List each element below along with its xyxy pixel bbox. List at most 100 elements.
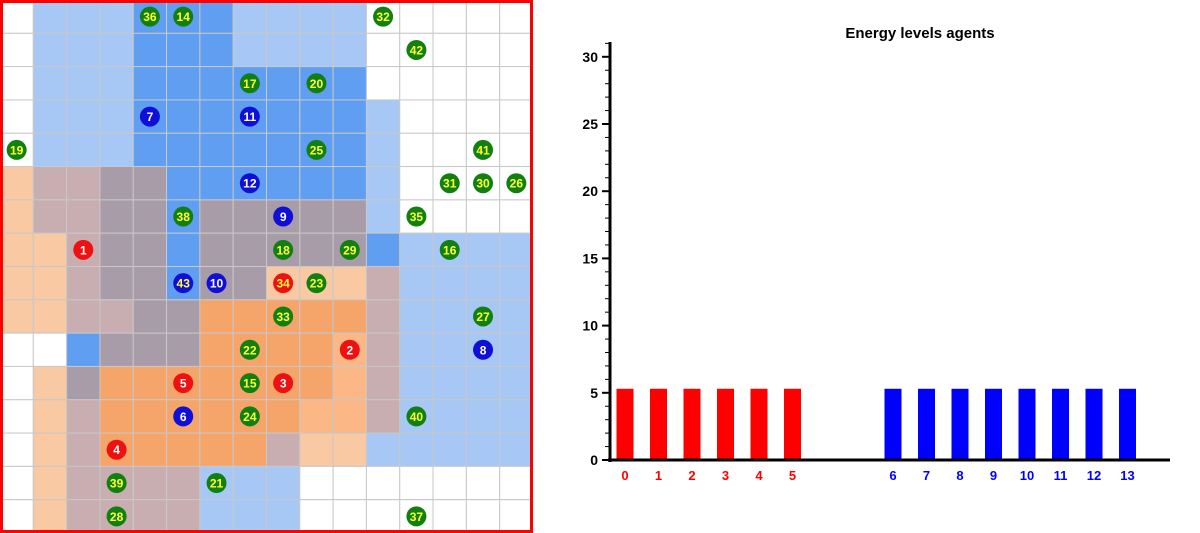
agent-2[interactable]: 2: [339, 339, 360, 360]
agent-marker: [306, 73, 327, 94]
agent-marker: [173, 6, 194, 27]
bar-agent-6: [884, 388, 902, 460]
grid-cell: [166, 299, 201, 334]
agent-37[interactable]: 37: [406, 506, 427, 527]
agent-label: 42: [410, 43, 424, 57]
agent-marker: [473, 139, 494, 160]
agent-16[interactable]: 16: [439, 239, 460, 260]
agent-label: 11: [244, 110, 257, 124]
agent-label: 5: [180, 377, 187, 391]
grid-cell: [465, 199, 501, 234]
agent-26[interactable]: 26: [506, 173, 527, 194]
grid-cell: [66, 332, 101, 367]
bar-agent-3: [717, 388, 734, 460]
grid-cell: [332, 199, 367, 234]
agent-marker: [406, 206, 427, 227]
agent-10[interactable]: 10: [206, 273, 227, 294]
agent-label: 36: [143, 10, 157, 24]
grid-cell: [232, 499, 267, 533]
agent-25[interactable]: 25: [306, 139, 327, 160]
grid-cell: [99, 199, 134, 234]
agent-36[interactable]: 36: [139, 6, 160, 27]
agent-21[interactable]: 21: [206, 473, 227, 494]
x-tick-label: 0: [621, 468, 628, 483]
agent-11[interactable]: 11: [239, 106, 260, 127]
grid-cell: [99, 99, 134, 134]
agent-marker: [6, 139, 27, 160]
grid-cell: [266, 499, 301, 533]
grid-cell: [499, 66, 533, 101]
agent-33[interactable]: 33: [273, 306, 294, 327]
agent-28[interactable]: 28: [106, 506, 127, 527]
agent-14[interactable]: 14: [173, 6, 194, 27]
agent-18[interactable]: 18: [273, 239, 294, 260]
x-tick-label: 11: [1054, 468, 1068, 483]
grid-cell: [432, 499, 467, 533]
agent-label: 23: [310, 277, 324, 291]
grid-cell: [232, 266, 267, 301]
agent-32[interactable]: 32: [373, 6, 394, 27]
agent-9[interactable]: 9: [273, 206, 294, 227]
grid-cell: [432, 399, 467, 434]
grid-cell: [465, 0, 501, 34]
grid-cell: [66, 166, 101, 201]
grid-cell: [332, 0, 367, 34]
agent-34[interactable]: 34: [273, 273, 294, 294]
agent-41[interactable]: 41: [473, 139, 494, 160]
grid-cell: [399, 166, 434, 201]
agent-4[interactable]: 4: [106, 439, 127, 460]
grid-cell: [99, 266, 134, 301]
agent-6[interactable]: 6: [173, 406, 194, 427]
grid-cell: [0, 266, 34, 301]
grid-cell: [99, 166, 134, 201]
grid-cell: [66, 399, 101, 434]
grid-cell: [332, 432, 367, 467]
agent-marker: [339, 239, 360, 260]
agent-20[interactable]: 20: [306, 73, 327, 94]
agent-label: 17: [243, 77, 257, 91]
grid-cell: [132, 332, 168, 367]
agent-35[interactable]: 35: [406, 206, 427, 227]
grid-cell: [132, 432, 168, 467]
grid-cell: [432, 99, 467, 134]
agent-marker: [173, 273, 194, 294]
agent-43[interactable]: 43: [173, 273, 194, 294]
agent-22[interactable]: 22: [239, 339, 260, 360]
agent-1[interactable]: 1: [73, 239, 94, 260]
x-tick-label: 12: [1087, 468, 1101, 483]
agent-17[interactable]: 17: [239, 73, 260, 94]
agent-5[interactable]: 5: [173, 373, 194, 394]
grid-cell: [32, 266, 68, 301]
agent-29[interactable]: 29: [339, 239, 360, 260]
agent-27[interactable]: 27: [473, 306, 494, 327]
agent-38[interactable]: 38: [173, 206, 194, 227]
agent-31[interactable]: 31: [439, 173, 460, 194]
agent-30[interactable]: 30: [473, 173, 494, 194]
grid-cell: [166, 99, 201, 134]
grid-cell: [32, 465, 68, 501]
agent-label: 34: [276, 277, 290, 291]
grid-cell: [99, 332, 134, 367]
agent-marker: [106, 439, 127, 460]
agent-7[interactable]: 7: [139, 106, 160, 127]
y-tick-label: 20: [582, 183, 598, 199]
grid-cell: [332, 132, 367, 168]
grid-cell: [266, 0, 301, 34]
agent-40[interactable]: 40: [406, 406, 427, 427]
bar-agent-10: [1018, 388, 1036, 460]
x-tick-label: 5: [789, 468, 796, 483]
agent-39[interactable]: 39: [106, 473, 127, 494]
agent-12[interactable]: 12: [239, 173, 260, 194]
agent-23[interactable]: 23: [306, 273, 327, 294]
grid-cell: [66, 266, 101, 301]
agent-19[interactable]: 19: [6, 139, 27, 160]
agent-15[interactable]: 15: [239, 373, 260, 394]
grid-cell: [266, 399, 301, 434]
agent-42[interactable]: 42: [406, 39, 427, 60]
grid-cell: [365, 166, 401, 201]
agent-8[interactable]: 8: [473, 339, 494, 360]
agent-24[interactable]: 24: [239, 406, 260, 427]
agent-marker: [273, 206, 294, 227]
agent-3[interactable]: 3: [273, 373, 294, 394]
